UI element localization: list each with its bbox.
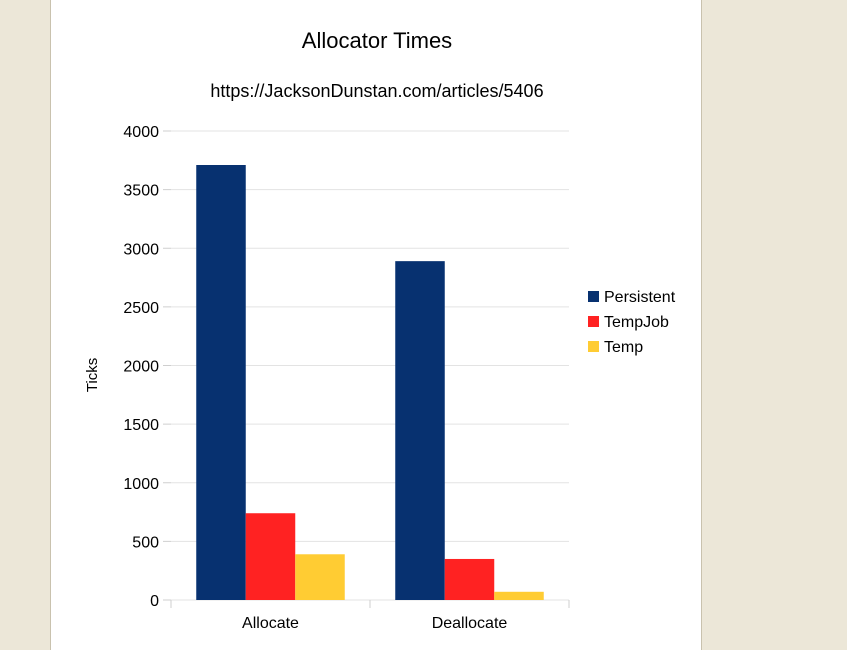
bar-tempjob-deallocate bbox=[444, 558, 495, 600]
bar-temp-deallocate bbox=[494, 591, 544, 600]
y-axis-ticks: 0 500 1000 1500 2000 2500 3000 3500 4000 bbox=[123, 124, 159, 610]
y-tick-label: 1000 bbox=[123, 476, 159, 493]
y-tick-label: 1500 bbox=[123, 417, 159, 434]
chart-title: Allocator Times bbox=[302, 28, 452, 53]
bar-persistent-allocate bbox=[196, 165, 246, 600]
legend: Persistent TempJob Temp bbox=[588, 289, 676, 356]
bars bbox=[196, 165, 544, 600]
x-tick-label: Deallocate bbox=[432, 615, 508, 632]
y-tick-label: 2500 bbox=[123, 300, 159, 317]
y-tick-label: 4000 bbox=[123, 124, 159, 141]
legend-swatch-temp bbox=[588, 341, 599, 352]
chart-subtitle: https://JacksonDunstan.com/articles/5406 bbox=[210, 81, 543, 101]
y-tick-label: 0 bbox=[150, 593, 159, 610]
bar-persistent-deallocate bbox=[395, 261, 445, 600]
chart: Allocator Times https://JacksonDunstan.c… bbox=[84, 28, 676, 632]
chart-frame: Allocator Times https://JacksonDunstan.c… bbox=[50, 0, 702, 650]
y-tick-label: 2000 bbox=[123, 359, 159, 376]
y-tick-label: 500 bbox=[132, 534, 159, 551]
legend-label-persistent: Persistent bbox=[604, 289, 676, 306]
y-tick-label: 3500 bbox=[123, 183, 159, 200]
y-axis-label: Ticks bbox=[84, 358, 101, 392]
legend-label-temp: Temp bbox=[604, 339, 643, 356]
x-tick-label: Allocate bbox=[242, 615, 299, 632]
bar-temp-allocate bbox=[295, 554, 345, 600]
y-tick-label: 3000 bbox=[123, 241, 159, 258]
legend-label-tempjob: TempJob bbox=[604, 314, 669, 331]
bar-tempjob-allocate bbox=[245, 513, 296, 600]
legend-swatch-persistent bbox=[588, 291, 599, 302]
x-axis-ticks: Allocate Deallocate bbox=[242, 615, 507, 632]
legend-swatch-tempjob bbox=[588, 316, 599, 327]
